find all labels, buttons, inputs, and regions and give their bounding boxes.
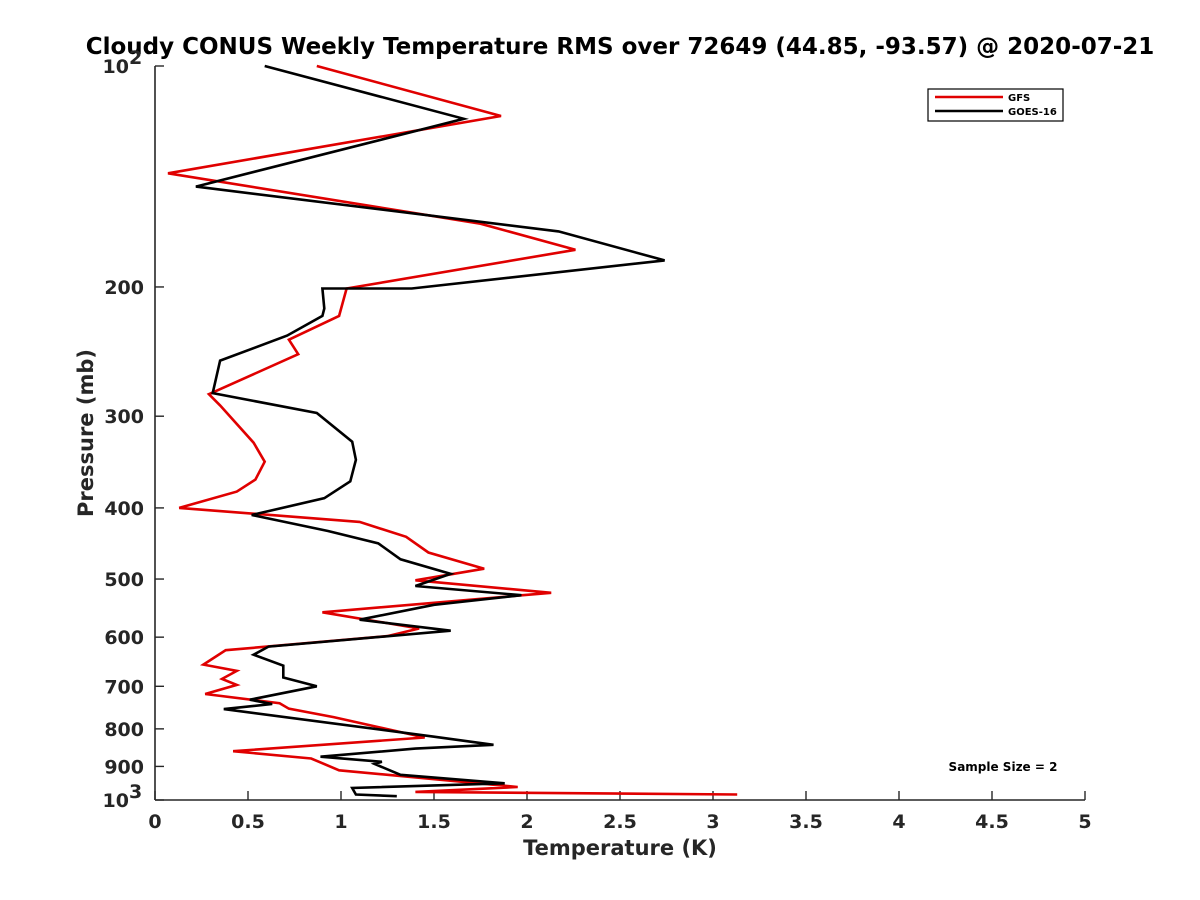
legend: GFS GOES-16 — [927, 88, 1064, 122]
y-tick-label: 800 — [104, 719, 144, 741]
x-tick-label: 3 — [706, 811, 719, 833]
x-tick-label: 0 — [148, 811, 161, 833]
y-tick-label: 400 — [104, 498, 144, 520]
x-tick-label: 1 — [334, 811, 347, 833]
sample-size-annotation: Sample Size = 2 — [949, 760, 1058, 774]
series-line-gfs — [167, 64, 738, 796]
y-tick-label-base: 10 — [103, 56, 129, 78]
y-tick-label: 200 — [104, 277, 144, 299]
y-tick-label: 900 — [104, 756, 144, 778]
x-tick-label: 2 — [520, 811, 533, 833]
y-tick-label: 600 — [104, 627, 144, 649]
legend-label-gfs: GFS — [1008, 93, 1030, 104]
x-axis-label: Temperature (K) — [523, 836, 717, 860]
y-axis-label: Pressure (mb) — [74, 349, 98, 517]
x-tick-label: 5 — [1078, 811, 1091, 833]
x-tick-label: 3.5 — [789, 811, 823, 833]
x-tick-label: 4 — [892, 811, 905, 833]
y-tick-label: 10 2 — [103, 47, 143, 78]
y-tick-label: 10 3 — [103, 781, 143, 812]
y-tick-label-exponent: 2 — [129, 47, 142, 69]
series-lines — [167, 64, 738, 798]
series-line-goes-16 — [195, 64, 665, 798]
legend-box — [927, 88, 1064, 122]
x-tick-label: 4.5 — [975, 811, 1009, 833]
x-tick-label: 1.5 — [417, 811, 451, 833]
y-tick-label: 300 — [104, 406, 144, 428]
x-ticks: 0 0.5 1 1.5 2 2.5 3 3.5 4 4.5 5 — [148, 791, 1092, 833]
x-tick-label: 2.5 — [603, 811, 637, 833]
y-tick-label: 700 — [104, 676, 144, 698]
y-tick-label-base: 10 — [103, 790, 129, 812]
chart-title: Cloudy CONUS Weekly Temperature RMS over… — [86, 34, 1155, 60]
y-tick-label-exponent: 3 — [129, 781, 142, 803]
x-tick-label: 0.5 — [231, 811, 265, 833]
y-tick-label: 500 — [104, 569, 144, 591]
legend-label-goes-16: GOES-16 — [1008, 107, 1057, 118]
